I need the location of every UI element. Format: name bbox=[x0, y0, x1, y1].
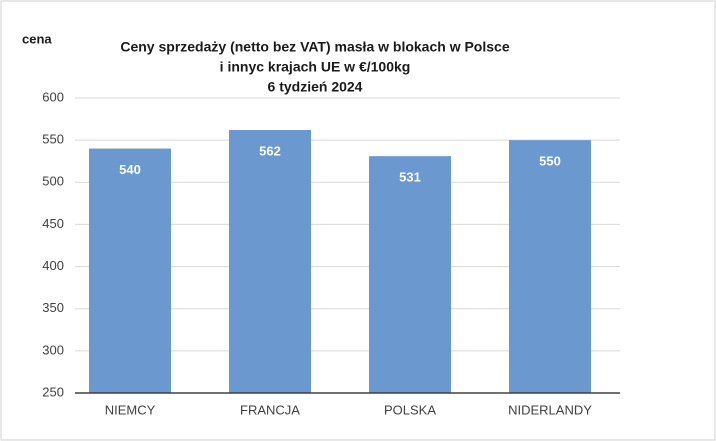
x-tick-label: POLSKA bbox=[384, 402, 436, 417]
bar bbox=[509, 140, 591, 393]
chart-title: Ceny sprzedaży (netto bez VAT) masła w b… bbox=[120, 39, 509, 55]
bar bbox=[369, 156, 451, 393]
y-tick-label: 300 bbox=[42, 342, 64, 357]
chart-title: i innyc krajach UE w €/100kg bbox=[220, 59, 411, 75]
bar bbox=[229, 130, 311, 393]
y-tick-label: 500 bbox=[42, 174, 64, 189]
y-tick-label: 400 bbox=[42, 258, 64, 273]
chart-title: 6 tydzień 2024 bbox=[268, 79, 363, 95]
y-tick-label: 250 bbox=[42, 384, 64, 399]
value-label: 531 bbox=[399, 170, 421, 185]
bar bbox=[89, 148, 171, 393]
y-axis-label: cena bbox=[22, 31, 52, 46]
y-tick-label: 450 bbox=[42, 216, 64, 231]
x-tick-label: NIDERLANDY bbox=[508, 402, 592, 417]
value-label: 540 bbox=[119, 162, 141, 177]
value-label: 562 bbox=[259, 143, 281, 158]
y-tick-label: 350 bbox=[42, 300, 64, 315]
y-tick-label: 550 bbox=[42, 132, 64, 147]
x-tick-label: FRANCJA bbox=[240, 402, 300, 417]
value-label: 550 bbox=[539, 154, 561, 169]
y-tick-label: 600 bbox=[42, 89, 64, 104]
x-tick-label: NIEMCY bbox=[105, 402, 156, 417]
